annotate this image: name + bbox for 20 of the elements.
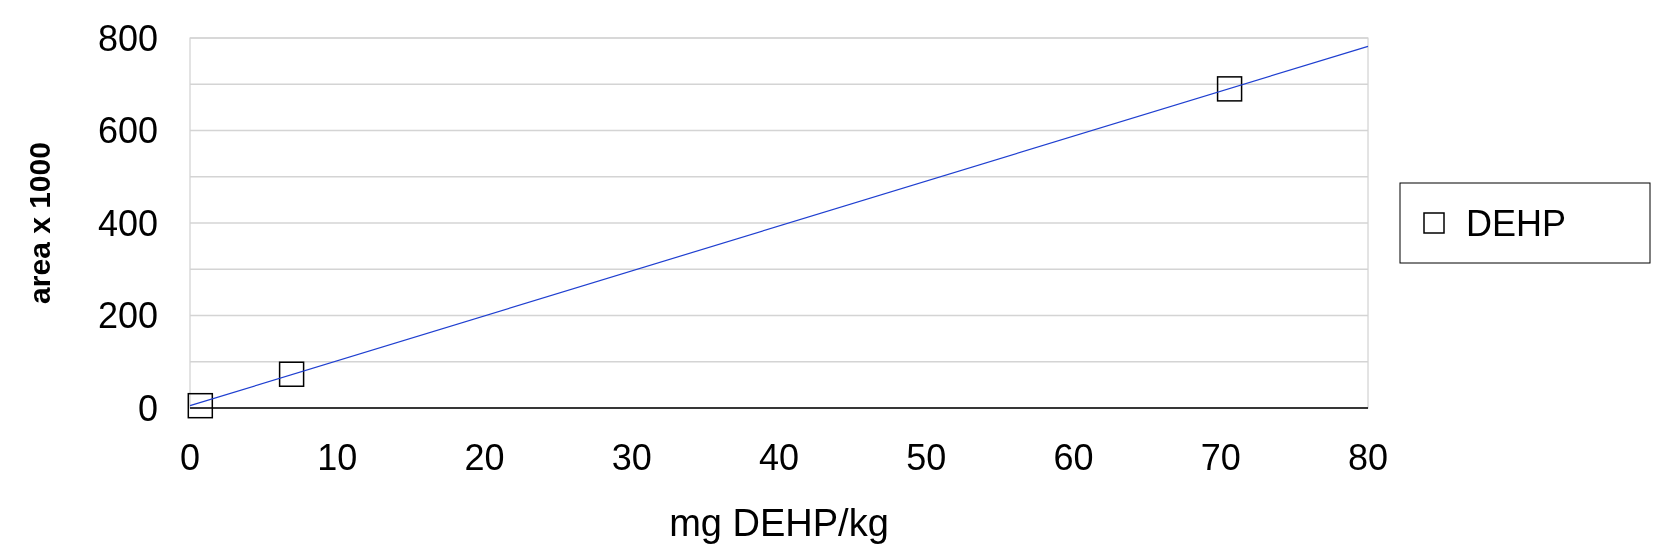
point <box>187 392 214 419</box>
x-tick-label: 40 <box>758 437 800 478</box>
x-tick-label: 10 <box>317 437 358 478</box>
x-tick-label: 60 <box>1053 437 1094 478</box>
y-tick-label: 0 <box>137 387 158 429</box>
x-tick-label: 80 <box>1347 437 1389 478</box>
x-tick-label: 20 <box>464 437 505 478</box>
point <box>278 361 305 387</box>
x-tick-label: 70 <box>1200 437 1241 478</box>
x-tick-label: 0 <box>179 437 201 478</box>
x-tick-label: 50 <box>906 437 947 478</box>
y-tick-label: 800 <box>97 17 158 59</box>
y-axis-title: area x 1000 <box>23 142 56 304</box>
point <box>1216 76 1243 102</box>
x-tick-label: 30 <box>611 437 652 478</box>
y-tick-label: 400 <box>97 202 158 244</box>
legend-label: DEHP <box>1466 202 1567 244</box>
x-axis-title: mg DEHP/kg <box>669 502 889 544</box>
y-tick-label: 200 <box>97 295 158 337</box>
y-tick-label: 600 <box>97 110 158 152</box>
